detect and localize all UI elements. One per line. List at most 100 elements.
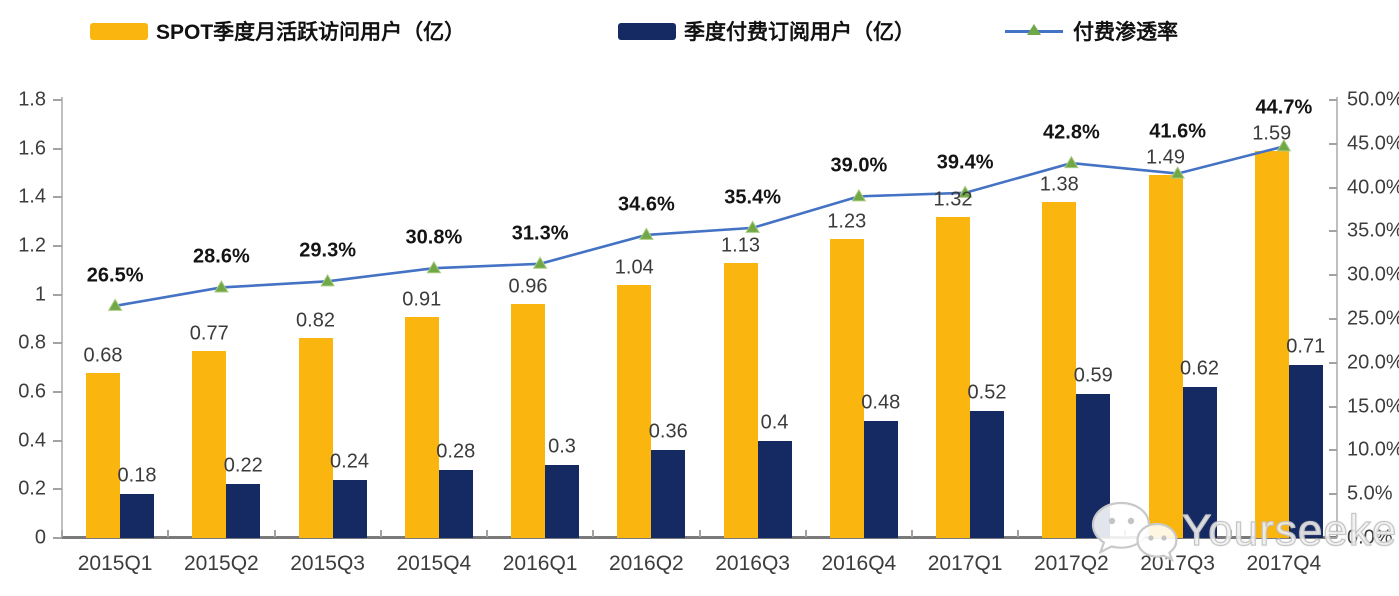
- x-axis-tick: [1229, 530, 1232, 537]
- subscribers-legend-swatch: [618, 22, 676, 40]
- bar-mau: [298, 338, 333, 538]
- mau-value-label: 1.32: [933, 188, 973, 211]
- legend-item-subscribers: 季度付费订阅用户（亿）: [618, 18, 915, 44]
- left-axis-tick: [53, 293, 62, 296]
- x-axis-tick: [379, 530, 382, 537]
- triangle-marker-icon: [426, 260, 442, 274]
- left-axis-tick-label: 0.8: [18, 331, 46, 354]
- right-axis-tick: [1329, 405, 1337, 408]
- bar-subscribers: [757, 440, 792, 538]
- bar-mau: [936, 216, 970, 538]
- left-axis-tick: [53, 99, 62, 101]
- subscriber-value-label: 0.71: [1286, 335, 1326, 358]
- bar-subscribers: [1288, 365, 1323, 538]
- mau-value-label: 0.82: [296, 309, 335, 332]
- mau-value-label: 0.96: [508, 275, 548, 298]
- subscriber-value-label: 0.28: [436, 440, 476, 463]
- x-axis-category-label: 2017Q3: [1140, 552, 1215, 575]
- right-axis-tick: [1329, 142, 1337, 145]
- x-axis-category-label: 2016Q3: [715, 552, 790, 575]
- left-axis-tick-label: 1.4: [18, 185, 46, 208]
- right-axis-tick-label: 15.0%: [1347, 395, 1399, 418]
- right-axis-tick-label: 50.0%: [1347, 88, 1399, 111]
- penetration-rate-label: 31.3%: [511, 222, 569, 245]
- x-axis-tick: [167, 530, 170, 537]
- right-axis-tick-label: 45.0%: [1347, 132, 1399, 155]
- subscriber-value-label: 0.4: [760, 411, 789, 434]
- subscriber-value-label: 0.3: [548, 435, 576, 458]
- left-axis-tick: [53, 537, 62, 539]
- x-axis-tick: [486, 530, 488, 537]
- mau-value-label: 1.23: [827, 210, 867, 233]
- mau-value-label: 1.49: [1146, 146, 1185, 169]
- penetration-rate-label: 30.8%: [405, 226, 463, 249]
- right-axis-tick-label: 10.0%: [1347, 438, 1399, 461]
- left-axis-tick-label: 0: [34, 526, 46, 549]
- penetration-line-swatch: [1005, 23, 1063, 35]
- subscriber-value-label: 0.36: [648, 420, 688, 443]
- left-axis-tick: [53, 439, 62, 442]
- left-axis-tick-label: 0.2: [18, 477, 46, 500]
- penetration-rate-label: 41.6%: [1149, 120, 1206, 143]
- right-axis-tick: [1329, 537, 1337, 539]
- right-axis-tick-label: 30.0%: [1347, 263, 1399, 286]
- bar-mau: [86, 372, 120, 538]
- x-axis-tick: [273, 530, 276, 537]
- triangle-marker-icon: [532, 256, 548, 269]
- x-axis-category-label: 2015Q4: [396, 552, 472, 575]
- penetration-rate-label: 39.0%: [830, 154, 888, 177]
- bar-mau: [404, 316, 439, 538]
- legend-label-subscribers: 季度付费订阅用户（亿）: [684, 21, 915, 44]
- x-axis-tick: [61, 530, 63, 537]
- bar-subscribers: [332, 479, 367, 538]
- wechat-icon: [1091, 501, 1178, 563]
- legend-label-penetration: 付费渗透率: [1073, 21, 1178, 44]
- right-axis-tick: [1329, 186, 1337, 189]
- subscriber-value-label: 0.52: [967, 381, 1007, 404]
- right-axis-line: [1336, 97, 1338, 538]
- triangle-marker-icon: [107, 298, 123, 311]
- penetration-rate-label: 29.3%: [299, 239, 356, 262]
- x-axis-category-label: 2016Q1: [502, 552, 578, 575]
- mau-value-label: 1.04: [614, 256, 654, 279]
- x-axis-category-label: 2015Q2: [184, 552, 259, 575]
- bar-mau: [192, 350, 227, 538]
- x-axis-tick: [804, 530, 807, 537]
- penetration-rate-label: 28.6%: [193, 245, 250, 268]
- left-axis-tick: [53, 245, 62, 247]
- right-axis-tick-label: 25.0%: [1347, 307, 1399, 330]
- bar-mau: [829, 238, 864, 538]
- x-axis-category-label: 2016Q2: [609, 552, 684, 575]
- bar-subscribers: [970, 411, 1004, 538]
- right-axis-tick: [1329, 274, 1337, 277]
- bar-subscribers: [120, 494, 154, 538]
- bar-subscribers: [651, 450, 686, 538]
- x-axis-tick: [1336, 530, 1338, 537]
- x-axis-category-label: 2015Q3: [290, 552, 365, 575]
- x-axis-category-label: 2015Q1: [77, 552, 153, 575]
- x-axis-tick: [698, 530, 701, 537]
- penetration-rate-label: 39.4%: [936, 151, 994, 174]
- left-axis-tick-label: 1.2: [18, 234, 46, 257]
- left-axis-tick-label: 0.6: [18, 380, 46, 403]
- legend-label-mau: SPOT季度月活跃访问用户（亿）: [156, 21, 466, 44]
- triangle-marker-icon: [745, 220, 761, 233]
- bar-mau: [1148, 175, 1183, 538]
- triangle-marker-icon: [638, 227, 654, 240]
- triangle-marker-icon: [1027, 23, 1041, 35]
- mau-value-label: 1.59: [1252, 122, 1292, 145]
- left-axis-tick-label: 0.4: [18, 429, 46, 452]
- mau-legend-swatch: [90, 22, 148, 40]
- mau-value-label: 0.68: [83, 344, 123, 367]
- left-axis-tick-label: 1: [34, 283, 46, 306]
- left-axis-tick: [53, 147, 62, 150]
- left-axis-tick: [53, 342, 62, 345]
- penetration-rate-label: 44.7%: [1255, 96, 1313, 119]
- left-axis-tick: [53, 196, 62, 199]
- subscriber-value-label: 0.24: [330, 450, 369, 473]
- left-axis-tick: [53, 391, 62, 393]
- triangle-marker-icon: [320, 273, 336, 287]
- left-axis-line: [61, 97, 63, 538]
- bar-subscribers: [545, 465, 579, 538]
- x-axis-line: [62, 536, 1337, 539]
